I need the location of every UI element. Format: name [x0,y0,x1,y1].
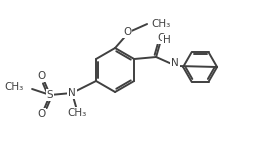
Text: CH₃: CH₃ [5,82,24,92]
Text: O: O [157,33,165,43]
Text: CH₃: CH₃ [151,19,170,29]
Text: N: N [171,58,179,68]
Text: O: O [123,27,131,37]
Text: O: O [37,71,45,81]
Text: O: O [37,109,45,119]
Text: CH₃: CH₃ [67,108,87,118]
Text: H: H [163,35,171,45]
Text: N: N [68,88,76,98]
Text: S: S [47,90,53,100]
